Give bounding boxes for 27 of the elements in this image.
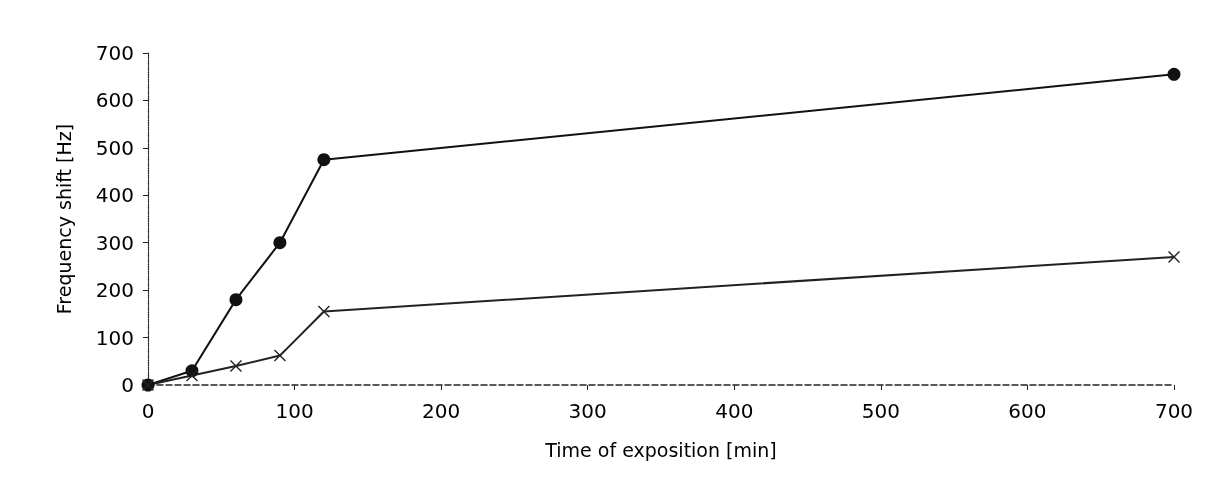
x-axis-title: Time of exposition [min]	[544, 438, 777, 461]
point	[317, 305, 331, 318]
y-axis-title: Frequency shift [Hz]	[52, 123, 75, 315]
point	[229, 359, 243, 373]
x-tick-label: 300	[568, 399, 607, 423]
x-tick-label: 0	[141, 399, 155, 423]
x-tick-label: 400	[715, 399, 754, 423]
y-tick-label: 400	[95, 183, 134, 208]
x-tick-label: 500	[861, 399, 900, 423]
y-tick-label: 300	[95, 230, 134, 255]
y-tick-label: 600	[95, 88, 134, 113]
y-tick-label: 0	[121, 373, 134, 397]
point	[185, 369, 199, 382]
y-tick-label: 100	[95, 325, 134, 350]
point	[1167, 67, 1181, 81]
y-tick-label: 700	[95, 41, 134, 65]
x-tick-label: 200	[422, 399, 461, 423]
point	[273, 349, 287, 362]
y-tick-label: 200	[95, 278, 134, 303]
point	[273, 236, 287, 250]
x-tick-label: 600	[1008, 399, 1047, 423]
x-tick-label: 100	[275, 399, 314, 423]
point	[229, 293, 243, 307]
y-tick-label: 500	[95, 135, 134, 160]
x-tick-label: 700	[1154, 399, 1194, 423]
point	[1167, 250, 1181, 264]
point	[317, 153, 331, 167]
